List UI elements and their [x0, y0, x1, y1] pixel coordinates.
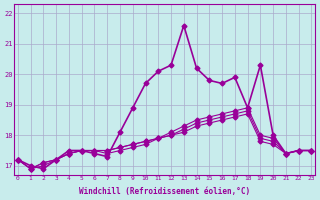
X-axis label: Windchill (Refroidissement éolien,°C): Windchill (Refroidissement éolien,°C) [79, 187, 250, 196]
